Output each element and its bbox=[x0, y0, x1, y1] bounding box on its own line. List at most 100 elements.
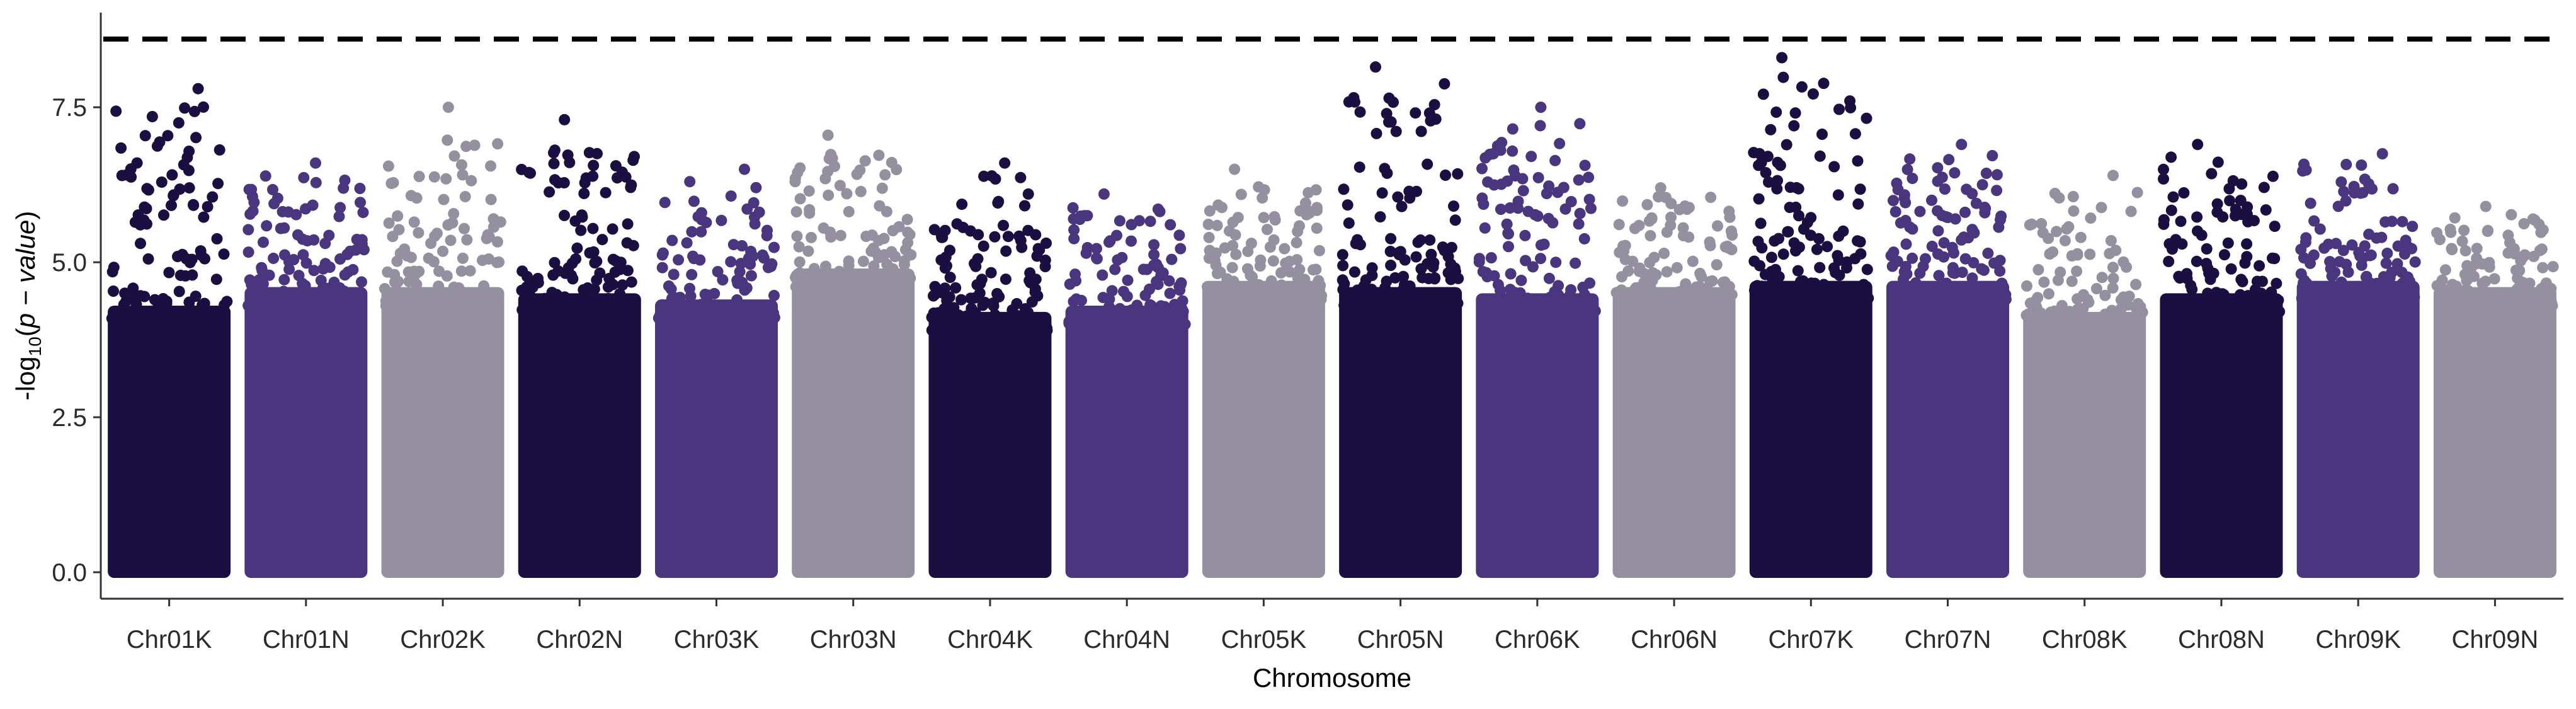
snp-point bbox=[1885, 250, 1897, 262]
snp-point bbox=[1570, 257, 1582, 269]
snp-point bbox=[1522, 205, 1534, 217]
snp-point bbox=[1204, 245, 1216, 257]
snp-point bbox=[271, 192, 283, 204]
snp-point bbox=[1753, 193, 1765, 205]
snp-point bbox=[2298, 277, 2310, 289]
snp-point bbox=[745, 270, 757, 282]
snp-point bbox=[334, 202, 346, 214]
snp-point bbox=[1143, 318, 1155, 330]
snp-point bbox=[2134, 301, 2146, 313]
snp-point bbox=[1782, 226, 1794, 238]
snp-point bbox=[1496, 294, 1508, 306]
snp-point bbox=[2125, 205, 2137, 217]
snp-point bbox=[1504, 202, 1516, 214]
snp-point bbox=[2084, 248, 2096, 260]
snp-point bbox=[2334, 256, 2345, 268]
snp-point bbox=[1481, 271, 1493, 282]
snp-point bbox=[313, 299, 325, 311]
snp-point bbox=[685, 290, 697, 302]
snp-point bbox=[2446, 243, 2458, 255]
snp-point bbox=[2218, 249, 2230, 261]
snp-point bbox=[2000, 289, 2012, 301]
snp-point bbox=[1512, 306, 1524, 318]
snp-point bbox=[587, 170, 599, 182]
snp-point bbox=[1633, 265, 1645, 277]
snp-point bbox=[433, 265, 445, 277]
snp-point bbox=[1011, 297, 1023, 309]
snp-point bbox=[608, 296, 620, 308]
peak-snp-point bbox=[999, 157, 1011, 169]
snp-point bbox=[1039, 254, 1051, 266]
snp-point bbox=[1933, 270, 1945, 282]
snp-point bbox=[1959, 206, 1971, 218]
snp-point bbox=[2241, 238, 2253, 250]
snp-point bbox=[1961, 183, 1973, 195]
snp-point bbox=[1818, 78, 1830, 89]
snp-point bbox=[544, 186, 556, 198]
snp-point bbox=[2505, 209, 2517, 221]
snp-point bbox=[358, 244, 370, 256]
snp-point bbox=[337, 299, 349, 311]
snp-point bbox=[1976, 179, 1988, 191]
snp-point bbox=[2269, 221, 2281, 233]
snp-point bbox=[1948, 247, 1959, 259]
snp-point bbox=[1343, 217, 1355, 229]
snp-point bbox=[2346, 239, 2358, 251]
snp-point bbox=[988, 300, 1000, 312]
snp-point bbox=[350, 244, 362, 256]
snp-point bbox=[1584, 277, 1595, 289]
snp-point bbox=[1338, 183, 1350, 195]
snp-point bbox=[1232, 212, 1244, 224]
snp-point bbox=[1162, 314, 1174, 326]
snp-point bbox=[2107, 262, 2119, 274]
snp-point bbox=[2534, 245, 2546, 257]
peak-snp-point bbox=[310, 157, 321, 169]
snp-point bbox=[440, 173, 452, 185]
snp-point bbox=[1724, 211, 1736, 223]
snp-point bbox=[173, 285, 185, 297]
snp-point bbox=[736, 240, 748, 251]
snp-point bbox=[1141, 263, 1153, 275]
snp-point bbox=[2403, 292, 2414, 304]
chromosome-column-Chr02K bbox=[379, 101, 506, 578]
x-tick-label: Chr09N bbox=[2451, 626, 2538, 654]
snp-point bbox=[1030, 274, 1042, 285]
snp-point bbox=[142, 253, 154, 265]
snp-point bbox=[2333, 290, 2345, 302]
snp-point bbox=[391, 255, 403, 267]
snp-point bbox=[210, 274, 222, 285]
snp-point bbox=[889, 251, 901, 263]
snp-point bbox=[1267, 255, 1279, 267]
snp-point bbox=[802, 279, 814, 291]
snp-point bbox=[1813, 233, 1825, 245]
snp-point bbox=[1807, 88, 1819, 100]
dense-points-band bbox=[381, 287, 504, 578]
snp-point bbox=[1617, 240, 1629, 252]
snp-point bbox=[1661, 226, 1673, 238]
snp-point bbox=[2537, 262, 2549, 274]
snp-point bbox=[172, 251, 183, 262]
snp-point bbox=[1788, 237, 1800, 249]
snp-point bbox=[195, 249, 207, 261]
snp-point bbox=[986, 170, 998, 182]
snp-point bbox=[307, 199, 319, 211]
snp-point bbox=[2225, 263, 2237, 275]
snp-point bbox=[1711, 259, 1723, 271]
snp-point bbox=[1616, 287, 1627, 298]
snp-point bbox=[154, 309, 165, 320]
snp-point bbox=[566, 269, 577, 281]
snp-point bbox=[383, 217, 395, 229]
chromosome-column-Chr05N bbox=[1336, 61, 1464, 578]
snp-point bbox=[1515, 274, 1527, 286]
snp-point bbox=[868, 260, 880, 272]
snp-point bbox=[1788, 120, 1800, 132]
snp-point bbox=[1689, 297, 1701, 309]
snp-point bbox=[1854, 183, 1866, 195]
snp-point bbox=[1294, 263, 1306, 275]
chromosome-column-Chr05K bbox=[1202, 163, 1328, 578]
snp-point bbox=[2365, 249, 2377, 261]
x-tick-label: Chr07N bbox=[1905, 626, 1992, 654]
snp-point bbox=[1553, 280, 1564, 292]
snp-point bbox=[338, 285, 350, 297]
snp-point bbox=[819, 173, 831, 185]
